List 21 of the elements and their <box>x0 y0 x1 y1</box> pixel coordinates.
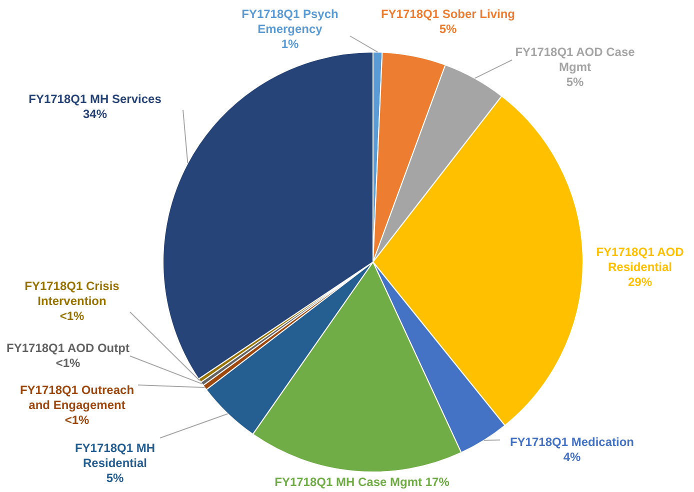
data-label: 29% <box>628 275 652 289</box>
data-label: 34% <box>82 107 108 121</box>
slice-label: FY1718Q1 AOD Outpt <box>6 341 130 355</box>
data-label: 5% <box>439 22 457 36</box>
slice-label: FY1718Q1 Psych Emergency <box>242 7 338 36</box>
slice-label: FY1718Q1 Outreach and Engagement <box>20 383 134 412</box>
data-label: 5% <box>106 471 124 485</box>
slice-label: FY1718Q1 Sober Living <box>380 7 516 21</box>
slice-label: FY1718Q1 MH Services <box>28 92 162 106</box>
slice-label: FY1718Q1 MH Residential <box>74 441 156 470</box>
slice-label: FY1718Q1 Medication <box>510 435 634 449</box>
slice-label: FY1718Q1 MH Case Mgmt 17% <box>274 475 450 489</box>
slice-label: FY1718Q1 Crisis Intervention <box>24 279 120 308</box>
data-label: <1% <box>56 356 80 370</box>
data-label: 1% <box>281 37 299 51</box>
data-label: 5% <box>566 75 584 89</box>
slice-label: FY1718Q1 AOD Residential <box>596 245 684 274</box>
data-label: 4% <box>563 450 581 464</box>
data-label: <1% <box>64 413 90 427</box>
data-label: <1% <box>60 309 84 323</box>
slice-label: FY1718Q1 AOD Case Mgmt <box>515 45 636 74</box>
